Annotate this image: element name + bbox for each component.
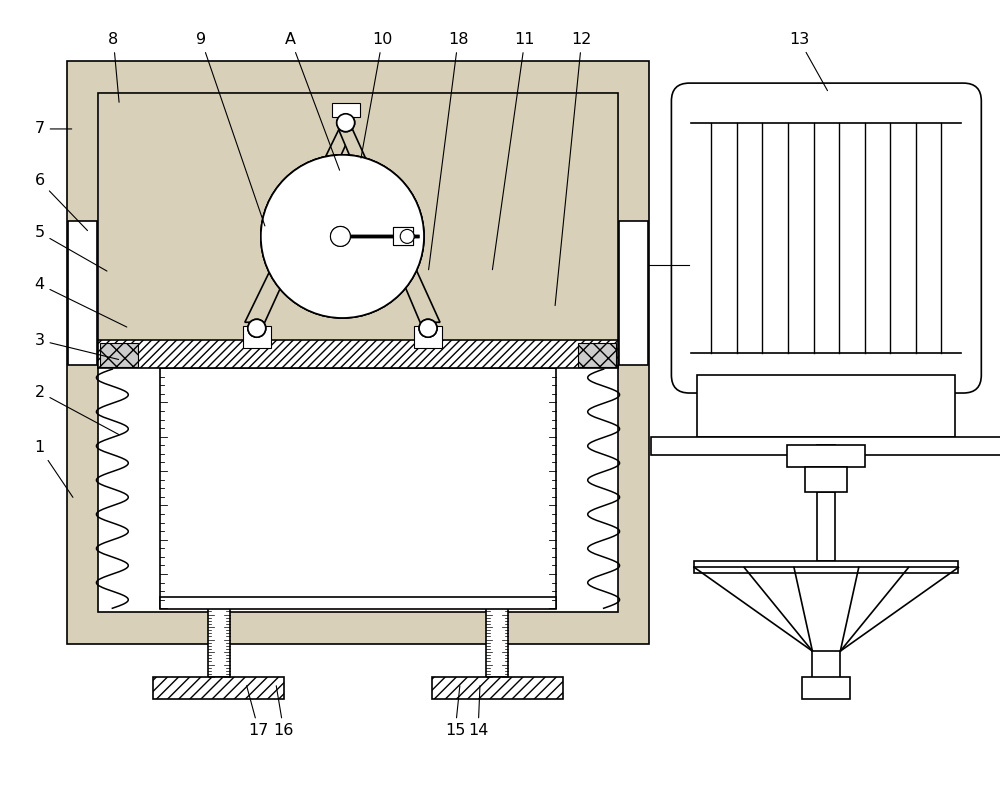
Text: 14: 14 [468,686,488,738]
FancyBboxPatch shape [671,83,981,393]
Bar [332,102,360,117]
Bar [208,608,230,677]
Circle shape [337,114,355,132]
Text: 3: 3 [35,333,119,359]
Bar [432,677,563,699]
Text: 17: 17 [247,686,269,738]
Bar [697,375,955,437]
Text: 16: 16 [274,686,294,738]
Circle shape [419,319,437,338]
Bar [651,437,1000,455]
Bar [68,221,97,365]
Bar [160,598,556,610]
Text: 11: 11 [492,32,535,270]
Polygon shape [245,130,353,322]
Circle shape [336,230,348,242]
Bar [486,608,508,677]
Text: 6: 6 [35,174,88,230]
Circle shape [261,155,424,318]
Bar [99,94,617,339]
Bar [817,492,835,562]
Text: 13: 13 [789,32,827,90]
Text: 12: 12 [555,32,592,306]
Bar [393,227,413,246]
Circle shape [337,114,355,132]
Bar [393,227,413,246]
Circle shape [261,155,424,318]
Bar [578,343,616,367]
Bar [153,677,284,699]
Bar [812,651,840,679]
Circle shape [330,226,350,246]
Circle shape [330,226,350,246]
Text: 10: 10 [361,32,393,158]
Bar [787,445,865,466]
Bar [414,326,442,348]
Bar [100,343,138,367]
Bar [160,368,556,608]
Text: 2: 2 [35,385,119,434]
Bar [805,466,847,492]
Bar [98,340,618,368]
Bar [694,562,958,574]
Polygon shape [339,130,440,322]
Text: 4: 4 [35,277,127,327]
Text: 9: 9 [196,32,265,226]
Text: 5: 5 [35,225,107,271]
Bar [98,93,618,612]
Text: 7: 7 [35,122,72,137]
Bar [817,445,835,455]
Circle shape [400,230,414,243]
Circle shape [261,155,424,318]
Text: A: A [285,32,340,170]
Bar [619,221,648,365]
Text: 8: 8 [108,32,119,102]
Circle shape [419,319,437,338]
Bar [243,326,271,348]
Text: 15: 15 [445,686,465,738]
Bar [802,677,850,699]
Text: 1: 1 [34,440,73,498]
Circle shape [248,319,266,338]
Bar [67,61,649,644]
Circle shape [400,230,414,243]
Text: 18: 18 [429,32,468,270]
Circle shape [248,319,266,338]
